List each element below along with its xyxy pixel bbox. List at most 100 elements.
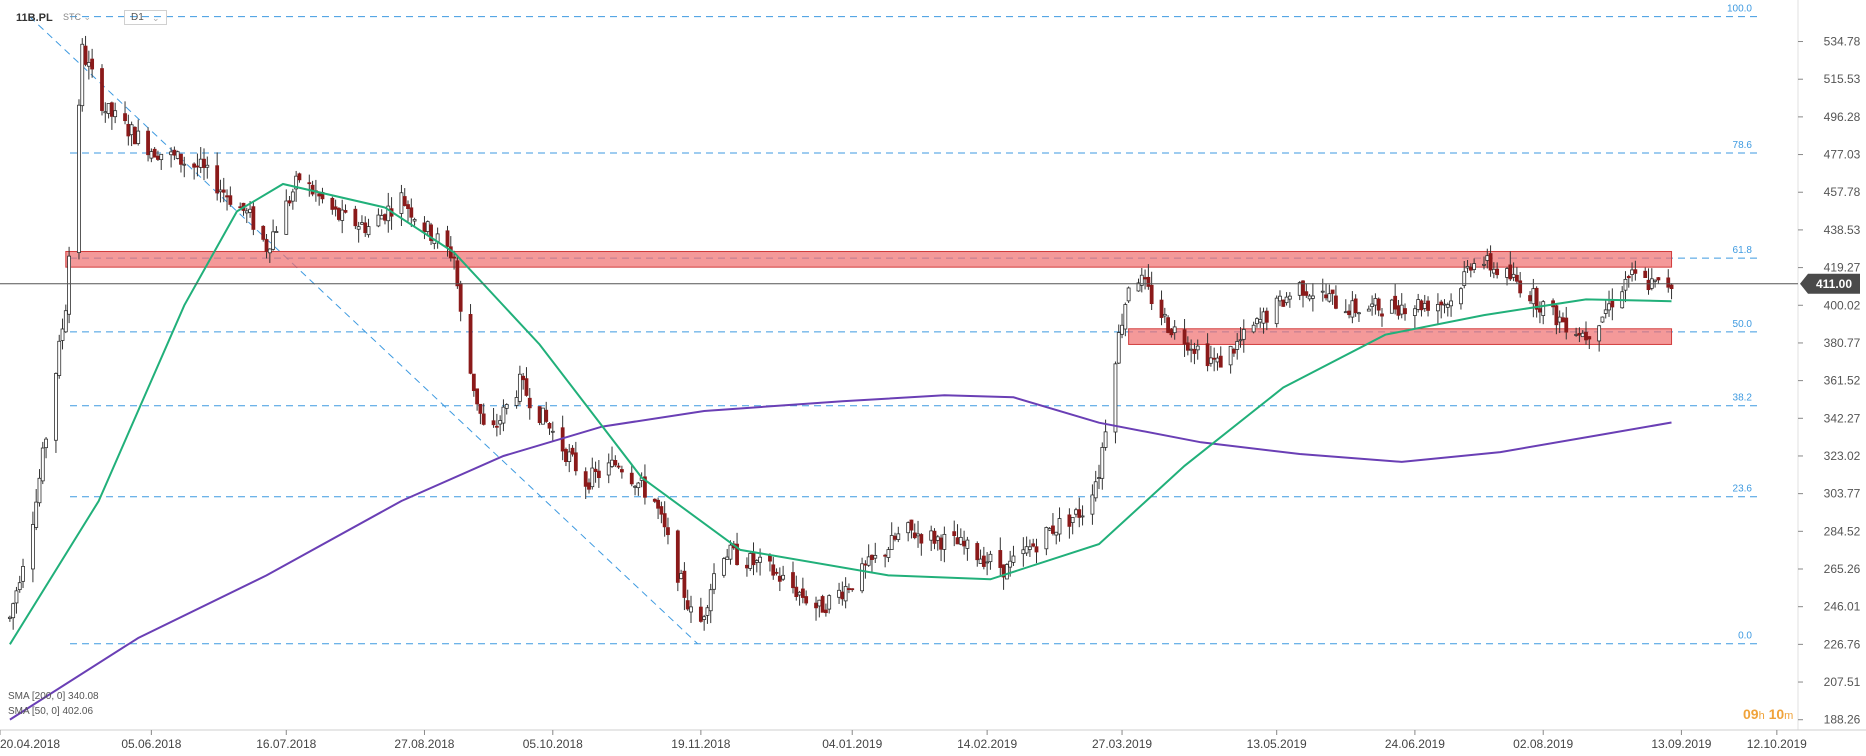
candle-body	[1610, 300, 1615, 308]
candle-body	[1646, 279, 1651, 291]
candle-body	[60, 328, 65, 341]
candle-body	[363, 222, 368, 234]
candle-body	[1057, 518, 1062, 535]
candle-body	[1008, 560, 1013, 568]
candle-body	[564, 449, 568, 462]
candle-body	[356, 226, 361, 230]
candle-body	[402, 196, 407, 206]
price-tick-label: 188.26	[1824, 713, 1861, 727]
candle-body	[1538, 308, 1542, 313]
candle-body	[274, 231, 279, 233]
candle-body	[1623, 278, 1628, 291]
candle-body	[1442, 303, 1447, 306]
candle-body	[1643, 270, 1648, 279]
candle-body	[1416, 299, 1421, 310]
candle-body	[425, 221, 430, 232]
countdown-h: h	[1758, 710, 1765, 722]
candle-body	[1281, 299, 1286, 307]
chart-type-selector[interactable]: STC ⌄	[63, 12, 91, 23]
candle-body	[662, 513, 667, 528]
candle-body	[1192, 348, 1197, 354]
candle-body	[659, 506, 664, 515]
candle-body	[1284, 296, 1289, 304]
candle-body	[827, 595, 832, 610]
candle-body	[1205, 343, 1210, 367]
candle-body	[1607, 303, 1611, 311]
fib-level-label: 0.0	[1738, 631, 1752, 642]
candle-body	[1297, 282, 1302, 296]
candle-body	[1472, 263, 1477, 270]
candle-body	[1004, 564, 1009, 580]
fib-level-label: 78.6	[1733, 140, 1753, 151]
candle-body	[965, 539, 970, 549]
price-tick-label: 342.27	[1824, 411, 1861, 425]
candle-body	[103, 111, 108, 114]
candle-body	[307, 182, 312, 185]
candle-body	[445, 230, 450, 247]
candle-body	[1255, 318, 1259, 325]
candle-body	[777, 575, 782, 582]
candle-body	[491, 420, 496, 426]
candle-body	[1310, 295, 1315, 299]
candle-body	[290, 191, 295, 202]
candle-body	[1528, 295, 1532, 302]
price-tick-label: 246.01	[1824, 600, 1861, 614]
candle-body	[843, 586, 848, 602]
candle-body	[1274, 297, 1279, 325]
candle-body	[800, 588, 805, 598]
countdown-minutes: 10	[1768, 706, 1785, 722]
candle-body	[952, 531, 957, 537]
candle-body	[544, 409, 549, 422]
candle-body	[981, 555, 986, 567]
candle-body	[1656, 277, 1661, 281]
symbol-label[interactable]: 11B.PL	[16, 12, 53, 24]
candle-body	[1350, 300, 1355, 318]
candle-body	[1597, 325, 1602, 342]
candle-body	[521, 375, 526, 381]
candle-body	[685, 600, 690, 610]
fib-trendline	[29, 16, 698, 645]
candle-body	[136, 130, 141, 144]
candle-body	[547, 422, 552, 429]
candle-body	[1465, 266, 1470, 269]
candle-body	[133, 126, 137, 145]
candle-body	[1587, 336, 1592, 340]
candle-body	[17, 582, 22, 591]
candle-body	[1557, 316, 1562, 323]
candle-body	[814, 602, 818, 609]
candle-body	[80, 43, 85, 107]
candle-body	[221, 189, 226, 193]
candle-body	[1051, 525, 1055, 534]
candle-body	[1366, 308, 1371, 312]
candle-body	[1561, 317, 1565, 323]
price-tick-label: 207.51	[1824, 675, 1861, 689]
candle-body	[284, 200, 289, 235]
candle-body	[1505, 268, 1509, 278]
candle-body	[939, 537, 943, 550]
legend-sma-200[interactable]: SMA [200, 0] 340.08	[8, 691, 99, 702]
candle-body	[912, 532, 917, 539]
candle-body	[1320, 290, 1325, 293]
candle-body	[1212, 357, 1217, 360]
candle-body	[932, 530, 937, 544]
candle-body	[1218, 355, 1223, 368]
legend-sma-50[interactable]: SMA [50, 0] 402.06	[8, 706, 93, 717]
candle-body	[37, 477, 42, 504]
timeframe-selector[interactable]: D1	[124, 10, 167, 25]
candle-body	[573, 452, 578, 472]
candle-body	[1126, 287, 1131, 302]
candle-body	[1488, 253, 1493, 271]
candle-body	[1021, 549, 1026, 555]
candle-body	[1080, 515, 1085, 518]
legend-sma-200-label: SMA [200, 0] 340.08	[8, 691, 99, 702]
price-tick-label: 438.53	[1824, 223, 1861, 237]
candle-body	[422, 222, 427, 233]
countdown-m: m	[1784, 710, 1794, 722]
candle-body	[643, 476, 647, 498]
candle-body	[537, 406, 542, 423]
candle-body	[1491, 268, 1496, 274]
candle-body	[850, 588, 855, 591]
candle-body	[1462, 271, 1467, 286]
candle-body	[1514, 274, 1519, 282]
